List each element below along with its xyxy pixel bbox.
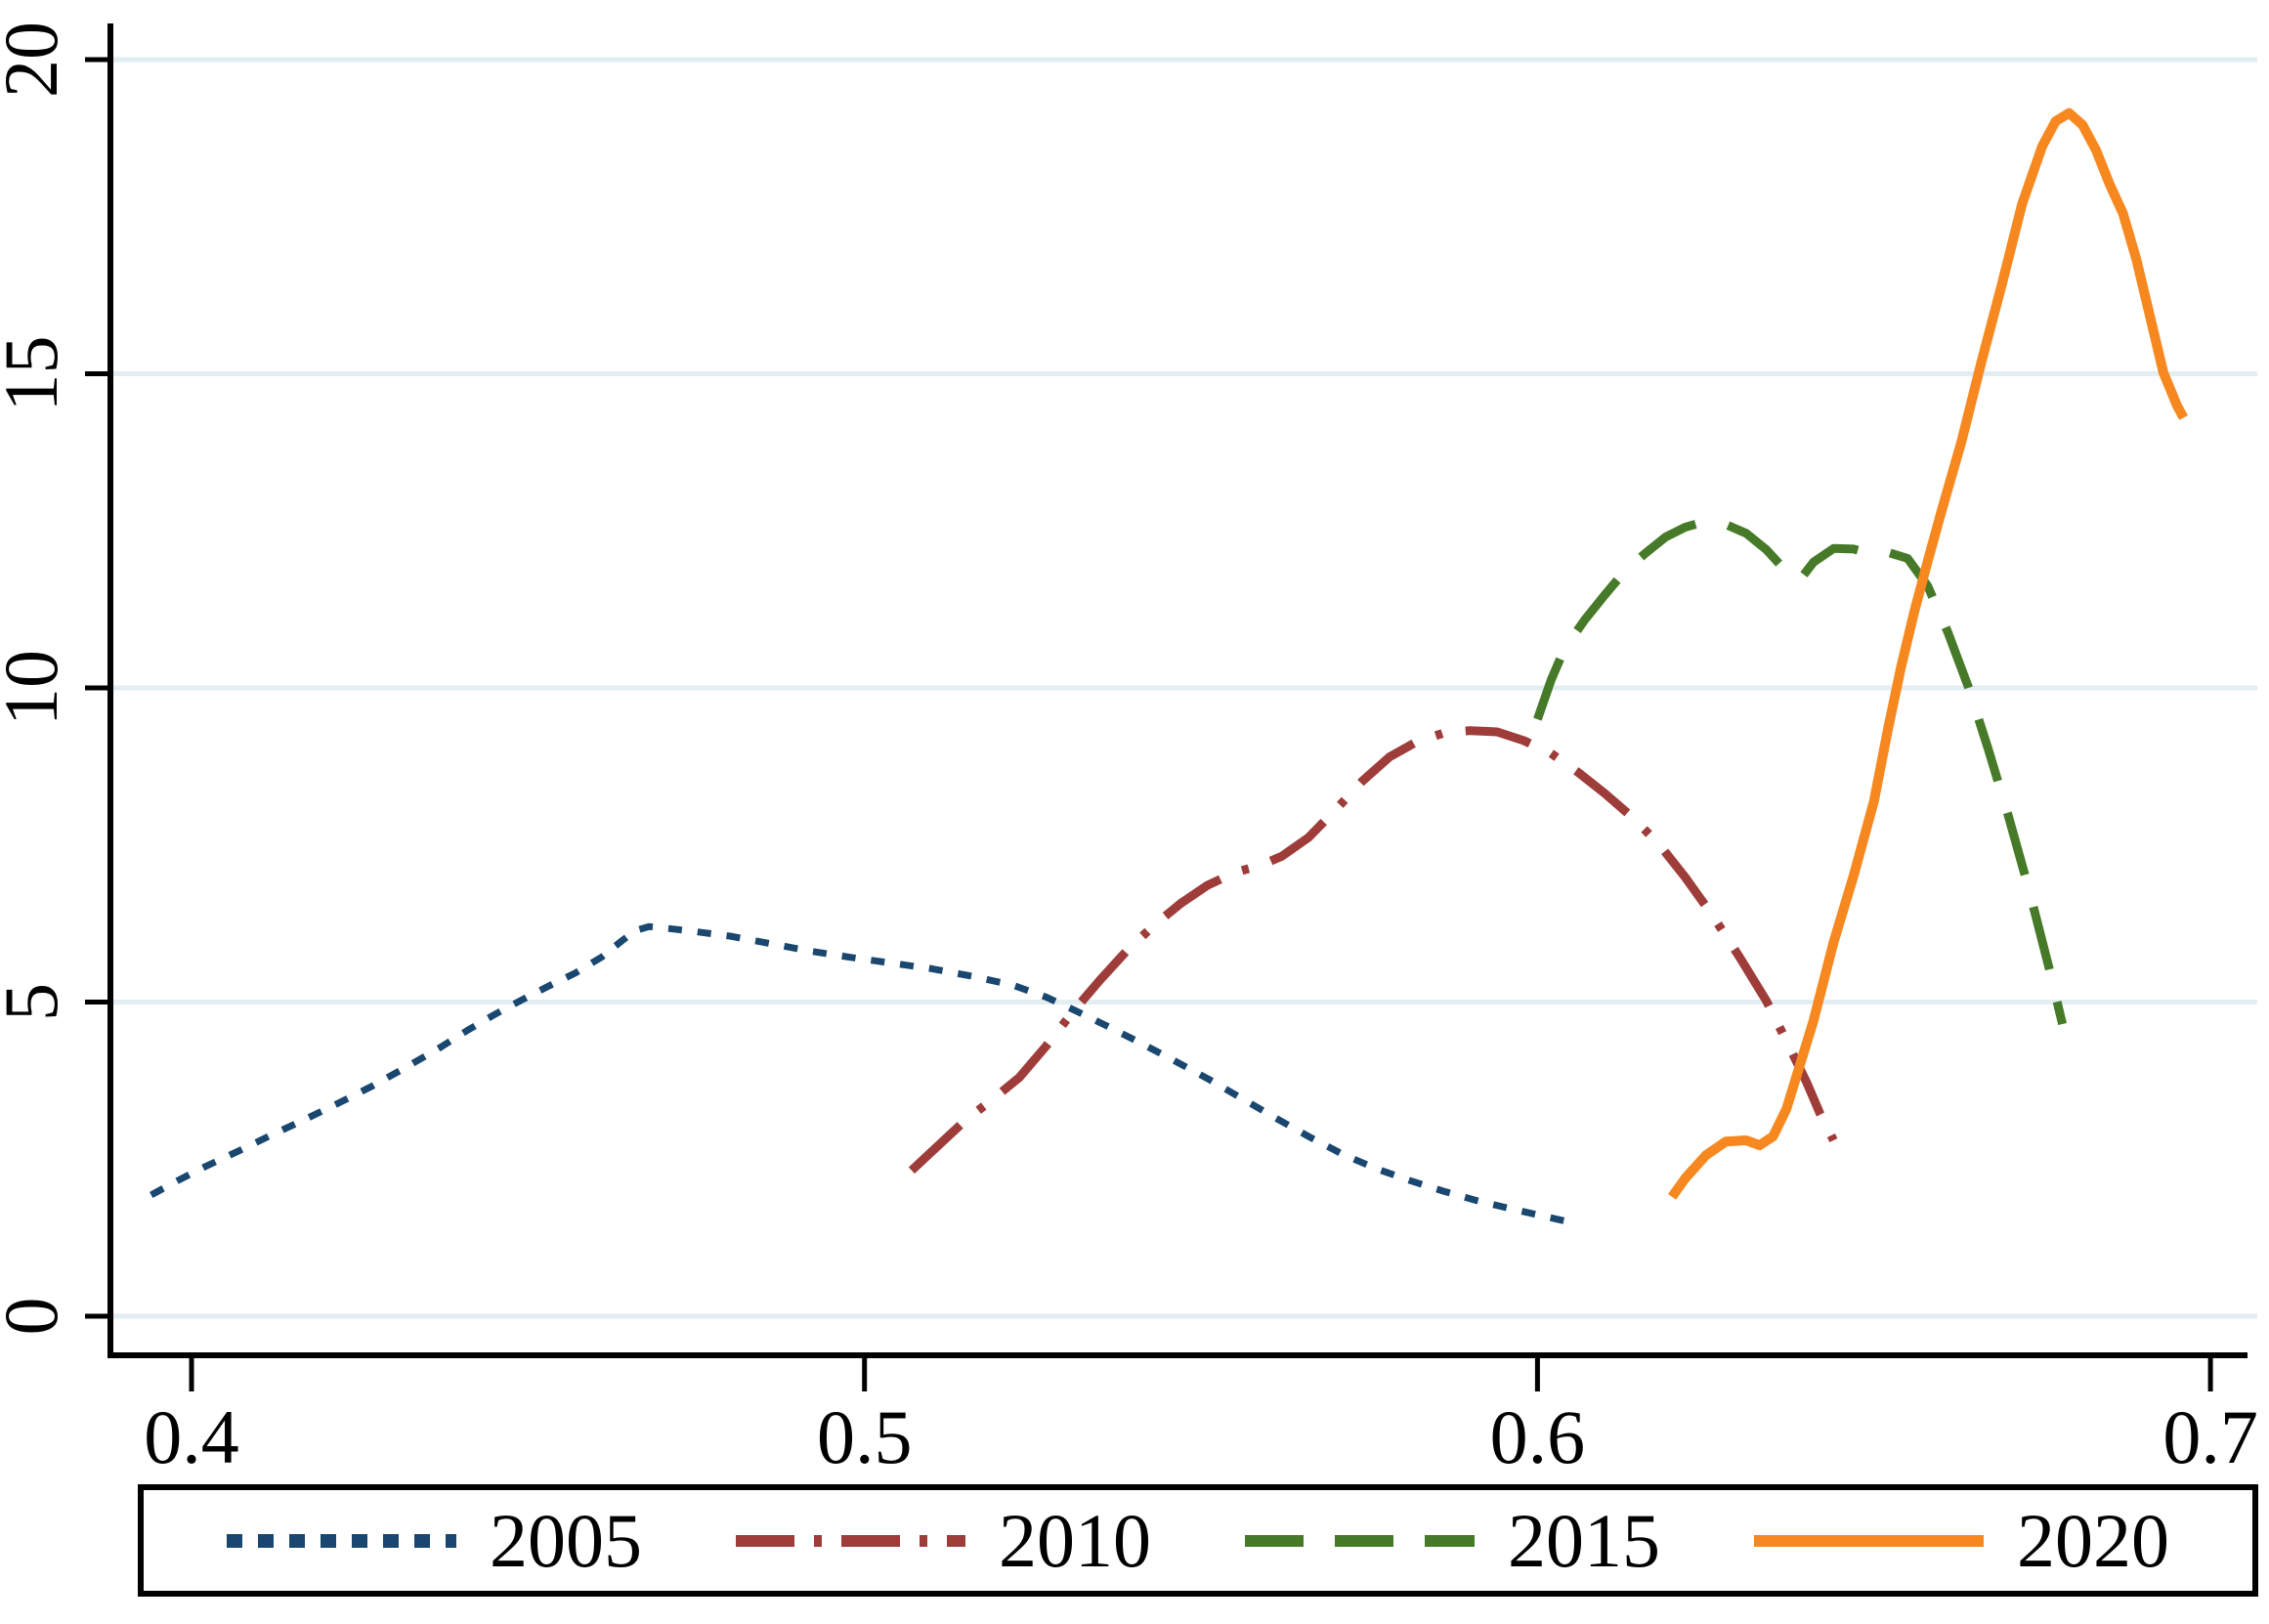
series-line-2005	[150, 922, 1579, 1227]
legend-item-2015: 2015	[1245, 1497, 1660, 1583]
x-tick-label: 0.7	[2162, 1394, 2258, 1479]
legend-line-sample-2005	[227, 1533, 456, 1548]
y-tick-label: 20	[0, 21, 73, 98]
y-tick-label: 15	[0, 336, 73, 412]
series-line-2020	[1668, 107, 2189, 1200]
x-tick-label: 0.6	[1490, 1394, 1586, 1479]
x-tick-label: 0.4	[144, 1394, 239, 1479]
y-tick-label: 5	[0, 983, 73, 1021]
y-tick-label: 0	[0, 1298, 73, 1336]
legend-line-sample-2015	[1245, 1534, 1475, 1547]
legend-label-2020: 2020	[2017, 1497, 2169, 1583]
legend-label-2005: 2005	[490, 1497, 642, 1583]
legend-item-2010: 2010	[736, 1497, 1151, 1583]
legend-line-sample-2010	[736, 1534, 965, 1547]
y-tick-label: 10	[0, 650, 73, 726]
series-line-2015	[1533, 517, 2067, 1026]
legend-line-sample-2020	[1754, 1534, 1984, 1547]
legend-label-2015: 2015	[1508, 1497, 1660, 1583]
legend-item-2005: 2005	[227, 1497, 642, 1583]
legend-item-2020: 2020	[1754, 1497, 2169, 1583]
legend: 2005 2010 2015 2020	[138, 1484, 2258, 1597]
x-tick-label: 0.5	[817, 1394, 913, 1479]
series-line-2010	[908, 726, 1838, 1175]
legend-label-2010: 2010	[999, 1497, 1151, 1583]
